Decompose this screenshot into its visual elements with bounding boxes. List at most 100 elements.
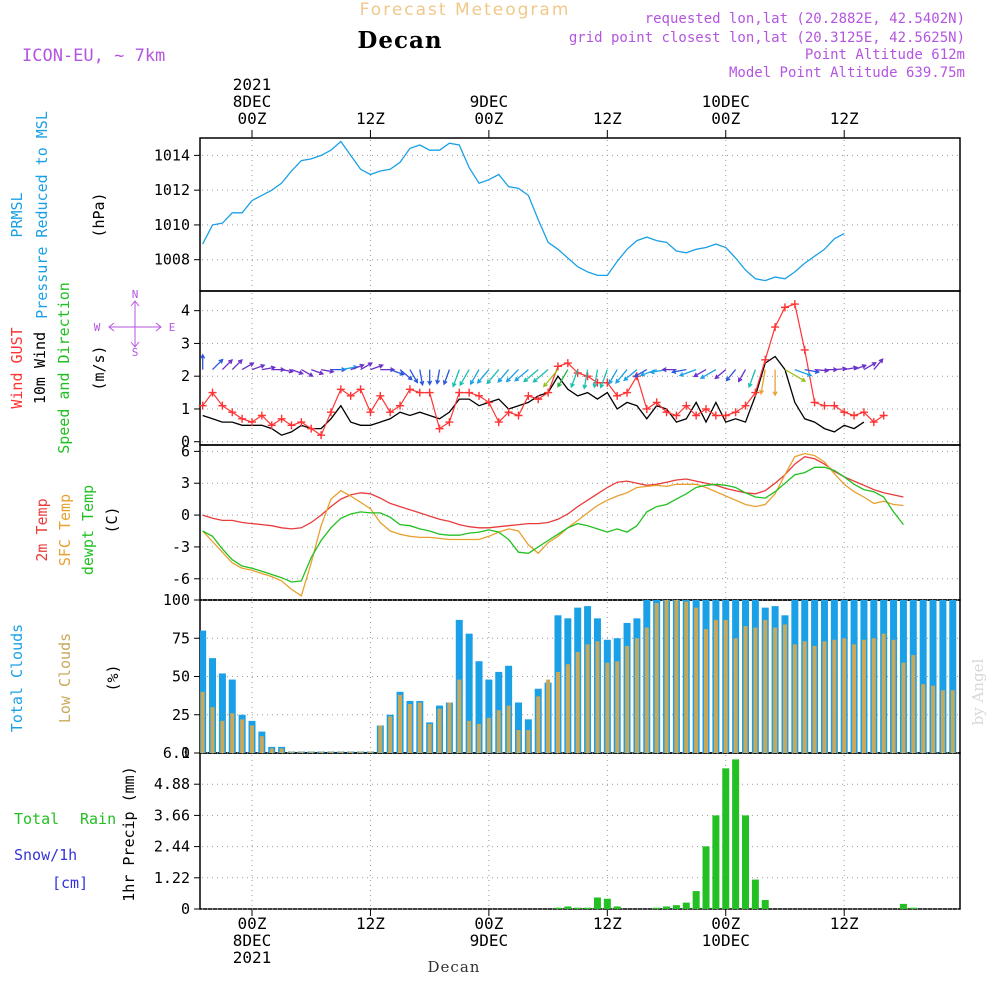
precip-bar: [564, 906, 572, 909]
precip-bar: [593, 897, 601, 909]
precip-legend-rain: Rain: [80, 810, 116, 828]
low-clouds-bar: [684, 601, 689, 753]
precip-labels: 1hr Precip (mm) Total Rain Snow/1h [cm]: [14, 766, 138, 901]
wind-direction-arrow: [399, 369, 413, 381]
precip-ytick-label: 1.22: [154, 869, 190, 887]
low-clouds-bar: [338, 751, 343, 753]
wind-gust-marker: [840, 408, 849, 417]
temp-plot: [202, 452, 904, 597]
low-clouds-bar: [743, 626, 748, 753]
wind-gust-marker: [780, 303, 789, 312]
wind-unit: (m/s): [90, 345, 108, 390]
low-clouds-bar: [782, 624, 787, 753]
low-clouds-bar: [940, 690, 945, 753]
low-clouds-bar: [595, 641, 600, 753]
wind-direction-arrow: [633, 369, 648, 378]
top-tick-label: 12Z: [830, 109, 859, 128]
wind-direction-arrow: [370, 363, 384, 371]
low-clouds-bar: [210, 707, 215, 753]
low-clouds-bar: [417, 702, 422, 753]
clouds-ytick-label: 75: [172, 629, 190, 647]
wind-direction-arrow: [212, 358, 224, 371]
wind-gust-marker: [771, 323, 780, 332]
top-tick-label: 9DEC: [470, 92, 509, 111]
wind-gust-marker: [810, 398, 819, 407]
signature: by Angel: [969, 658, 987, 725]
temp-2m-line: [202, 456, 904, 530]
temp-ytick-label: -6: [172, 570, 190, 588]
wind-gust-marker: [475, 391, 484, 400]
low-clouds-bar: [309, 751, 314, 753]
wind-gust-marker: [297, 418, 306, 427]
low-clouds-bar: [901, 662, 906, 753]
wind-direction-arrow: [486, 369, 500, 385]
wind-direction-arrow: [863, 362, 877, 371]
temp-sfc-label: SFC Temp: [56, 494, 74, 566]
low-clouds-bar: [467, 720, 472, 753]
wind-gust-marker: [879, 411, 888, 420]
precip-bar: [761, 900, 769, 909]
low-clouds-bar: [328, 751, 333, 753]
pressure-labels: PRMSL Pressure Reduced to MSL (hPa): [8, 111, 108, 319]
wind-ytick-label: 4: [181, 302, 190, 320]
low-clouds-bar: [220, 720, 225, 753]
wind-gust-marker: [218, 401, 227, 410]
precip-ytick-label: 0: [181, 900, 190, 918]
low-clouds-bar: [358, 751, 363, 753]
low-clouds-bar: [832, 639, 837, 753]
wind-gust-marker: [277, 414, 286, 423]
wind-gust-marker: [859, 408, 868, 417]
clouds-ytick-label: 25: [172, 706, 190, 724]
low-clouds-bar: [812, 645, 817, 753]
wind-direction-arrow: [281, 368, 294, 374]
wind-ytick-label: 2: [181, 367, 190, 385]
wind-direction-arrow: [409, 369, 418, 384]
bottom-tick-label: 12Z: [830, 914, 859, 933]
wind-gust-marker: [761, 355, 770, 364]
wind-direction-arrow: [389, 368, 405, 376]
wind-direction-arrow: [241, 362, 255, 371]
precip-bar: [672, 905, 680, 909]
grid-point-coords: grid point closest lon,lat (20.3125E, 42…: [569, 30, 965, 46]
temp-dewpt-line: [202, 466, 904, 583]
wind-gust-marker: [208, 388, 217, 397]
wind-gust-marker: [484, 398, 493, 407]
clouds-unit: (%): [104, 664, 122, 691]
low-clouds-bar: [585, 644, 590, 753]
wind-gust-marker: [613, 391, 622, 400]
low-clouds-bar: [398, 694, 403, 753]
footer-location: Decan: [428, 958, 481, 976]
wind-direction-arrow: [557, 369, 569, 388]
precip-bar: [751, 879, 759, 909]
low-clouds-bar: [546, 679, 551, 753]
low-clouds-bar: [230, 713, 235, 753]
precip-legend-snow: Snow/1h: [14, 846, 77, 864]
wind-gust-marker: [317, 431, 326, 440]
low-clouds-bar: [407, 704, 412, 753]
total-clouds-label: Total Clouds: [8, 624, 26, 732]
wind-direction-arrow: [310, 368, 325, 376]
model-label: ICON-EU, ~ 7km: [22, 46, 165, 66]
wind-gust-marker: [198, 401, 207, 410]
temp-ytick-label: 0: [181, 506, 190, 524]
wind-gust-marker: [662, 408, 671, 417]
wind-gust-marker: [435, 424, 444, 433]
low-clouds-bar: [861, 639, 866, 753]
wind-direction-arrow: [442, 369, 451, 386]
temp-dewpt-label: dewpt Temp: [79, 485, 97, 575]
wind-direction-arrow: [435, 369, 441, 385]
clouds-ytick-label: 100: [163, 591, 190, 609]
total-clouds-bar: [949, 600, 957, 753]
wind-gust-marker: [396, 401, 405, 410]
wind-gust-marker: [692, 411, 701, 420]
wind-direction-arrow: [419, 369, 425, 387]
temp-unit: (C): [103, 506, 121, 533]
wind-direction-arrow: [725, 369, 737, 382]
wind-gust-marker: [366, 408, 375, 417]
wind-gust-line: [202, 303, 885, 437]
wind-direction-arrow: [699, 369, 717, 379]
wind-gust-marker: [415, 388, 424, 397]
low-clouds-bar: [496, 710, 501, 753]
precip-bar: [899, 903, 907, 909]
